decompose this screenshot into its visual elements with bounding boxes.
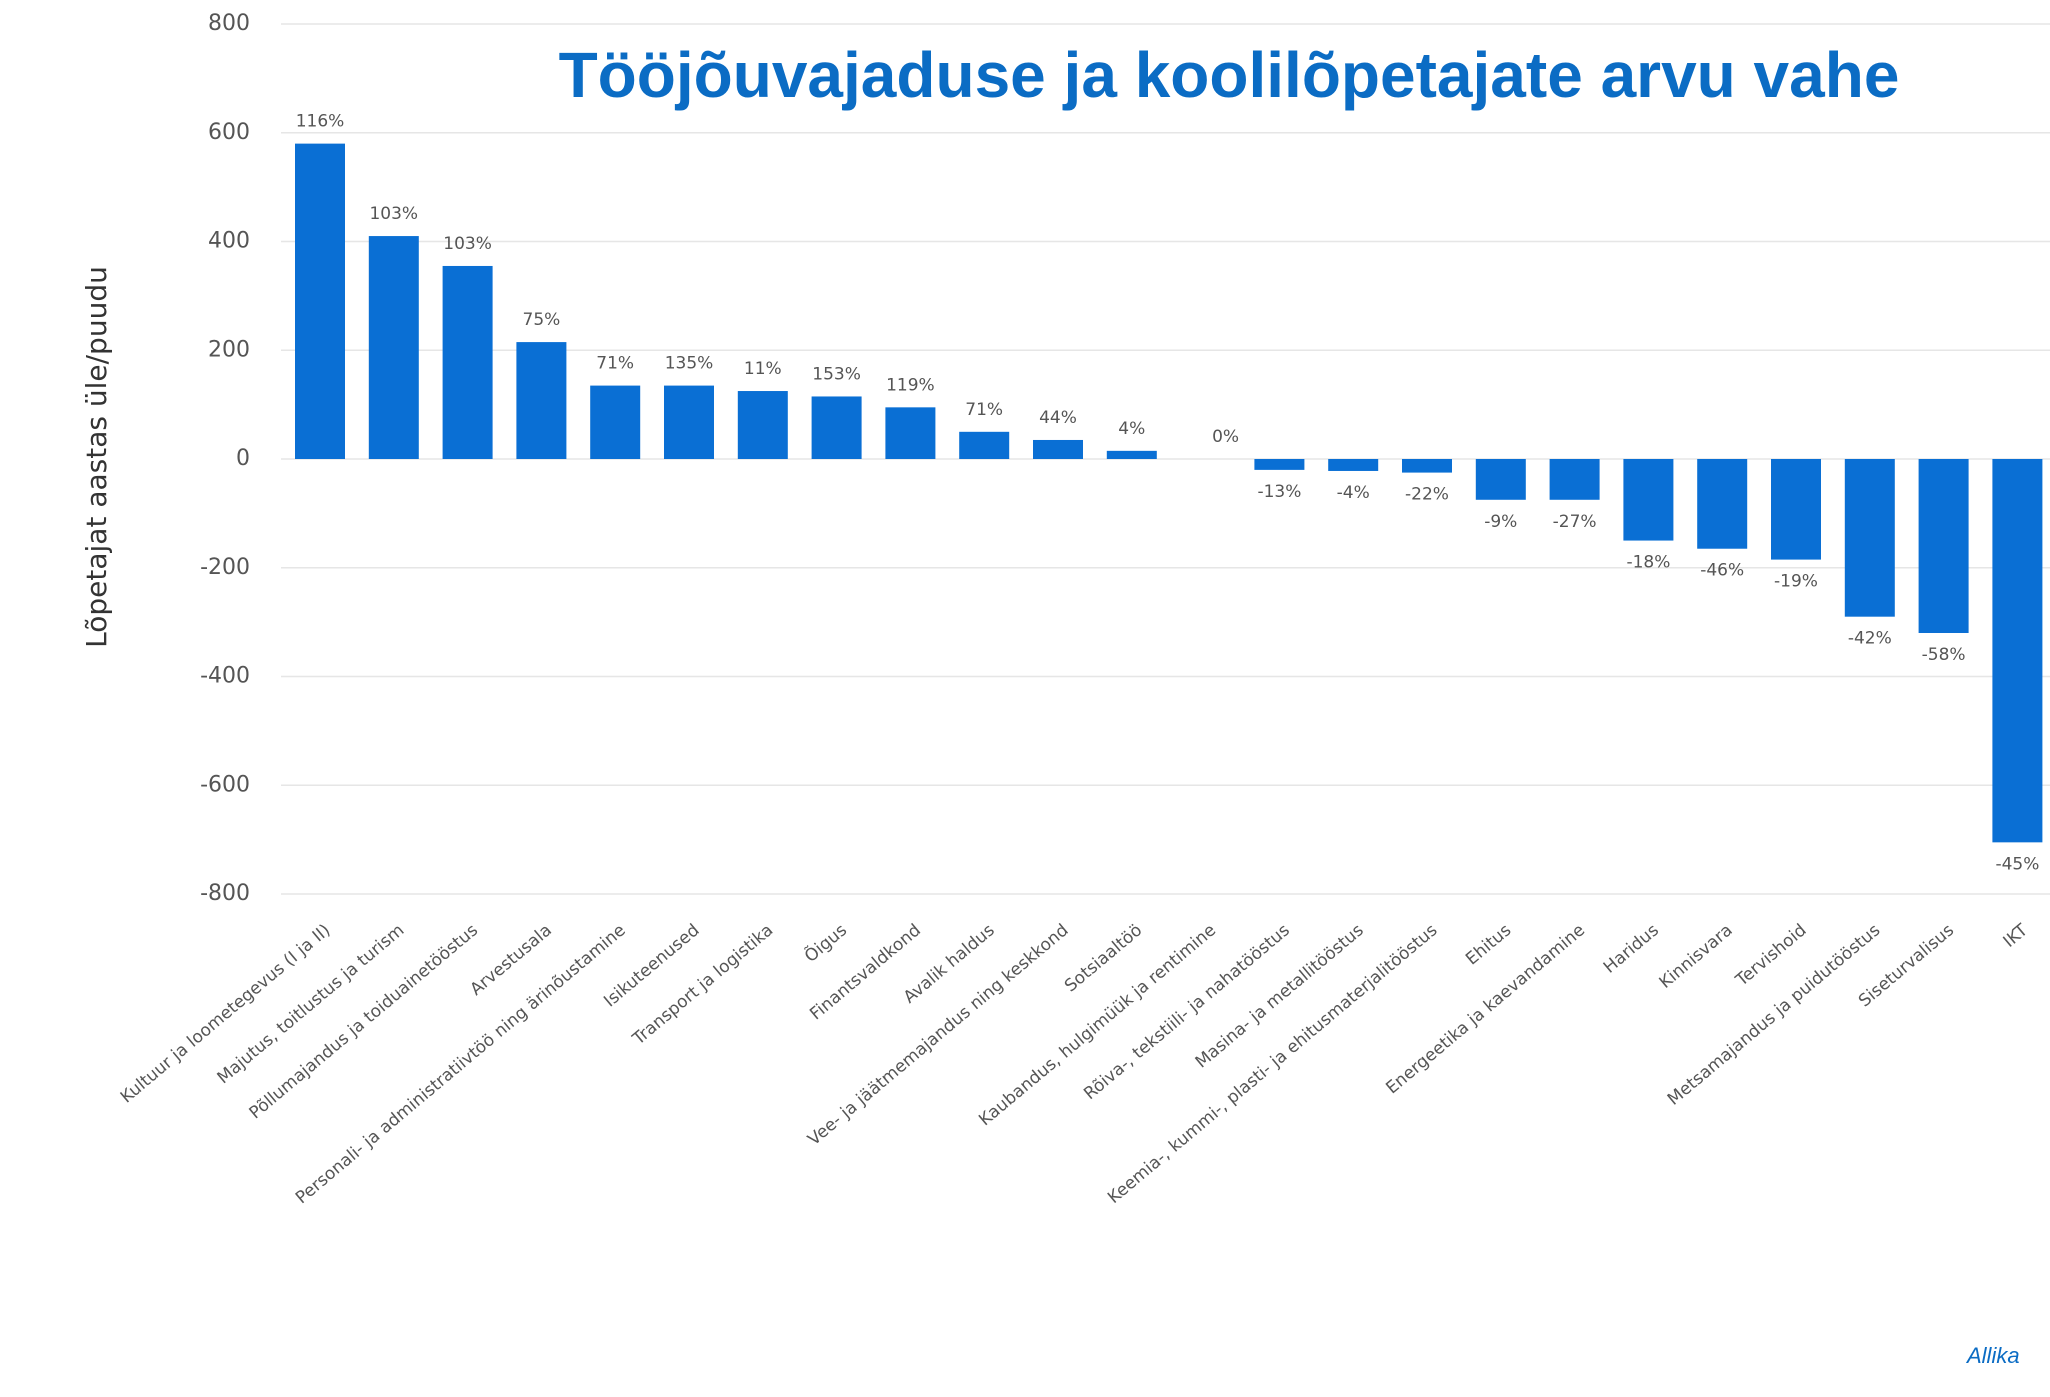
x-tick-label: Ehitus xyxy=(1462,920,1515,969)
bar-percent-label: -46% xyxy=(1700,561,1744,581)
bar-percent-label: -45% xyxy=(1995,854,2039,874)
bar xyxy=(885,407,936,459)
bar xyxy=(442,265,493,459)
chart-title: Tööjõuvajaduse ja koolilõpetajate arvu v… xyxy=(559,39,1900,111)
x-tick-label: IKT xyxy=(2000,920,2033,952)
bar xyxy=(1623,459,1674,541)
bar-percent-label: 116% xyxy=(296,112,345,132)
bar-percent-label: 103% xyxy=(443,234,492,254)
y-tick-label: -800 xyxy=(200,881,250,906)
y-axis-title: Lõpetajat aastas üle/puudu xyxy=(80,266,113,648)
y-tick-label: 200 xyxy=(208,337,250,362)
bar xyxy=(516,342,567,459)
x-tick-label: Vee- ja jäätmemajandus ning keskkond xyxy=(804,920,1072,1150)
bar xyxy=(590,385,641,459)
bar xyxy=(811,396,862,459)
bar-percent-label: -9% xyxy=(1484,512,1517,532)
bar xyxy=(1771,459,1821,560)
bar xyxy=(737,391,788,459)
bar xyxy=(1844,459,1895,617)
bar-percent-label: 4% xyxy=(1118,419,1145,439)
bar xyxy=(1549,459,1600,500)
bar-percent-label: 153% xyxy=(812,364,861,384)
bar-percent-label: -42% xyxy=(1848,629,1892,649)
x-tick-label: Transport ja logistika xyxy=(628,920,777,1049)
bar xyxy=(1918,459,1969,633)
bar-percent-label: 75% xyxy=(523,310,561,330)
bar xyxy=(1402,459,1452,473)
x-tick-label: Õigus xyxy=(800,919,851,967)
bar-percent-label: -19% xyxy=(1774,572,1818,592)
bar xyxy=(1697,459,1748,549)
bar xyxy=(1992,459,2043,843)
bar-percent-label: 11% xyxy=(744,359,782,379)
bar-percent-label: -58% xyxy=(1922,645,1966,665)
bar-percent-label: 0% xyxy=(1212,427,1239,447)
bar-percent-label: 135% xyxy=(665,354,714,374)
y-tick-label: 400 xyxy=(208,229,250,254)
y-tick-label: -600 xyxy=(200,772,250,797)
bar-percent-label: -13% xyxy=(1257,482,1301,502)
bar-percent-label: 44% xyxy=(1039,408,1077,428)
y-tick-label: 600 xyxy=(208,120,250,145)
bar-percent-label: 119% xyxy=(886,375,935,395)
y-tick-label: -200 xyxy=(200,555,250,580)
y-tick-label: -400 xyxy=(200,664,250,689)
y-tick-label: 0 xyxy=(236,446,250,471)
bar-percent-label: 71% xyxy=(965,400,1003,420)
bar xyxy=(664,385,714,459)
bar xyxy=(1033,439,1083,459)
bar xyxy=(1254,459,1305,470)
bar-percent-label: -27% xyxy=(1553,512,1597,532)
bar xyxy=(295,143,345,459)
x-tick-label: Haridus xyxy=(1600,920,1663,977)
bar xyxy=(1328,459,1379,471)
bar-percent-label: 71% xyxy=(596,354,634,374)
bar-percent-label: -18% xyxy=(1626,553,1670,573)
source-note: Allika xyxy=(1965,1343,2020,1368)
bar xyxy=(959,431,1010,459)
bar-percent-label: 103% xyxy=(369,204,418,224)
bar-percent-label: -22% xyxy=(1405,485,1449,505)
bar xyxy=(1475,459,1526,500)
x-tick-label: Kinnisvara xyxy=(1656,920,1737,992)
bar xyxy=(1106,450,1157,459)
bar-percent-label: -4% xyxy=(1337,483,1370,503)
y-tick-label: 800 xyxy=(208,11,250,36)
bar xyxy=(368,236,419,459)
